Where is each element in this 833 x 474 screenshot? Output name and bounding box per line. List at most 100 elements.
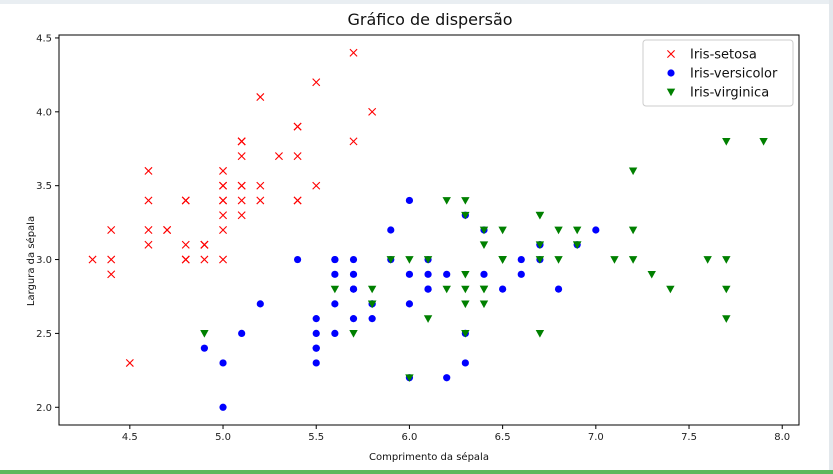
data-point <box>219 196 228 205</box>
data-point <box>312 78 321 87</box>
x-tick-label: 4.5 <box>122 432 138 443</box>
data-point <box>107 255 116 264</box>
top-border <box>0 0 833 4</box>
y-tick-label: 2.5 <box>36 329 52 340</box>
x-tick-label: 5.5 <box>308 432 324 443</box>
data-point <box>479 300 489 309</box>
data-point <box>163 226 172 234</box>
y-tick-label: 3.0 <box>36 255 52 266</box>
data-point <box>443 374 451 382</box>
data-point <box>330 285 340 294</box>
data-point <box>424 285 432 293</box>
data-point <box>461 285 470 294</box>
data-point <box>554 256 563 264</box>
data-point <box>349 315 358 323</box>
data-point <box>405 256 414 264</box>
data-point <box>200 330 209 338</box>
x-tick-label: 7.0 <box>588 432 604 443</box>
data-point <box>144 196 153 205</box>
data-point <box>647 270 656 279</box>
data-point <box>88 255 97 264</box>
data-point <box>572 226 582 235</box>
data-point <box>442 197 451 205</box>
data-point <box>144 226 153 234</box>
legend-marker <box>667 50 675 58</box>
data-point <box>312 315 320 323</box>
data-point <box>349 285 358 293</box>
data-point <box>535 256 545 264</box>
legend-marker <box>666 88 676 97</box>
data-point <box>424 270 432 278</box>
data-point <box>554 285 563 293</box>
data-point <box>144 166 153 175</box>
data-point <box>181 240 190 249</box>
series-iris-setosa <box>88 48 377 367</box>
data-point <box>144 240 153 249</box>
x-tick-label: 6.0 <box>401 432 417 443</box>
data-point <box>107 226 116 234</box>
data-point <box>423 256 433 264</box>
data-point <box>219 166 228 175</box>
data-point <box>181 196 190 205</box>
data-point <box>200 240 209 249</box>
data-point <box>722 285 731 294</box>
x-axis-ticks: 4.5 5.0 5.5 6.0 6.5 7.0 7.5 8.0 <box>122 425 790 443</box>
data-point <box>461 270 470 279</box>
data-point <box>461 211 470 220</box>
data-point <box>237 137 246 146</box>
y-tick-label: 2.0 <box>36 403 52 414</box>
data-point <box>349 255 358 264</box>
data-point <box>293 255 302 264</box>
legend: Iris-setosa Iris-versicolor Iris-virginica <box>642 39 794 107</box>
y-axis-ticks: 2.0 2.5 3.0 3.5 4.0 4.5 <box>36 33 59 414</box>
data-point <box>237 181 246 190</box>
data-point <box>722 315 731 323</box>
data-point <box>181 255 190 264</box>
data-point <box>517 270 525 278</box>
data-point <box>405 300 414 308</box>
data-point <box>219 226 228 234</box>
data-point <box>722 138 731 146</box>
data-point <box>386 256 395 264</box>
data-point <box>461 197 470 205</box>
data-point <box>367 285 377 294</box>
data-point <box>461 359 469 367</box>
y-tick-label: 4.0 <box>36 107 52 118</box>
data-point <box>200 344 208 352</box>
data-point <box>443 270 451 278</box>
data-point <box>480 270 488 278</box>
data-point <box>572 241 582 249</box>
data-point <box>405 374 414 382</box>
data-point <box>237 211 246 220</box>
data-point <box>331 255 339 264</box>
data-point <box>405 270 414 278</box>
data-point <box>479 285 489 294</box>
legend-entry: Iris-setosa <box>690 48 757 63</box>
data-point <box>499 285 507 293</box>
data-point <box>293 196 302 205</box>
legend-entry: Iris-virginica <box>690 86 769 101</box>
data-point <box>628 167 638 176</box>
legend-entry: Iris-versicolor <box>690 67 778 82</box>
data-point <box>368 315 376 323</box>
legend-marker <box>667 69 675 77</box>
data-point <box>535 211 545 220</box>
legend-box <box>642 39 794 107</box>
data-point <box>461 330 470 338</box>
data-point <box>498 226 507 235</box>
data-point <box>125 358 134 367</box>
data-point <box>256 300 264 308</box>
data-point <box>423 315 433 323</box>
data-point <box>517 255 525 264</box>
data-point <box>312 329 320 338</box>
data-point <box>498 256 507 264</box>
chart-title: Gráfico de dispersão <box>347 10 512 29</box>
y-axis-label: Largura da sépala <box>25 216 37 306</box>
data-point <box>312 359 320 367</box>
data-point <box>219 359 227 367</box>
data-point <box>722 256 731 264</box>
data-point <box>479 241 489 249</box>
data-point <box>256 196 265 205</box>
data-point <box>592 226 600 234</box>
